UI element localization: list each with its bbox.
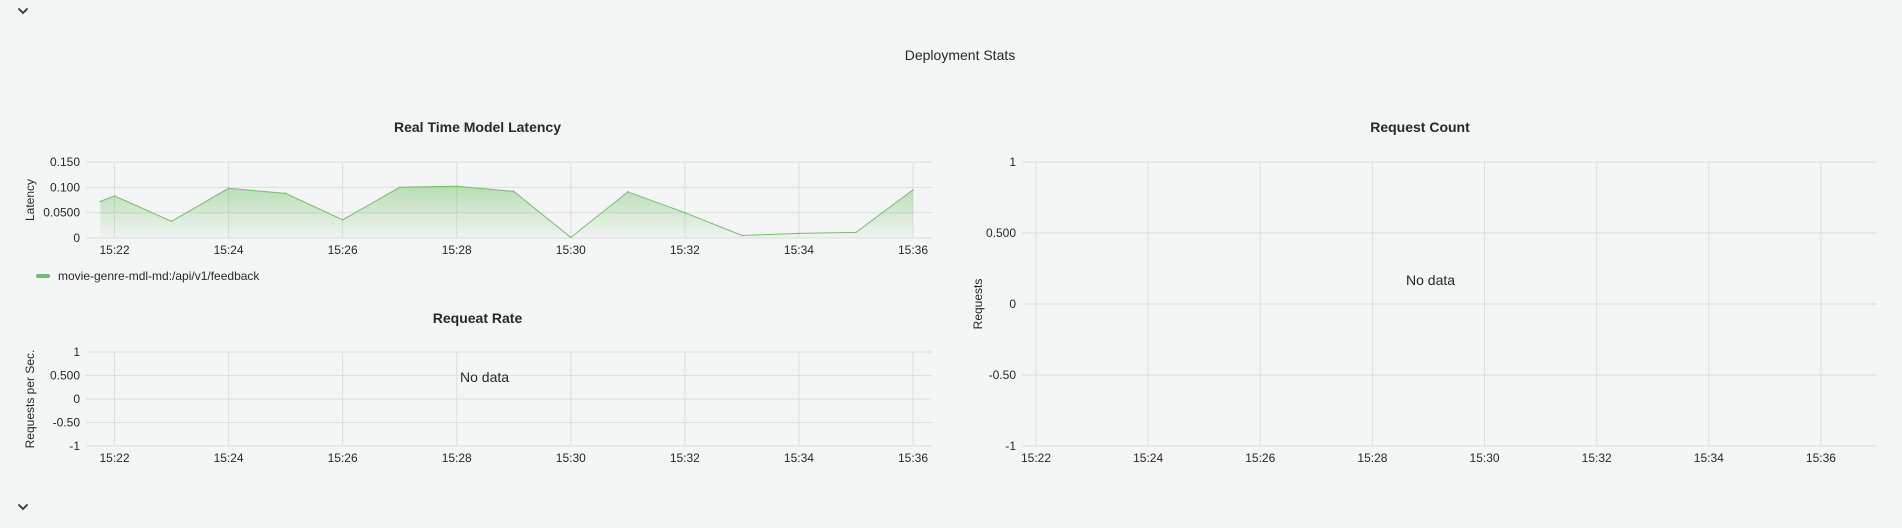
legend-item[interactable]: movie-genre-mdl-md:/api/v1/feedback: [36, 269, 259, 283]
data-point: [741, 234, 743, 237]
x-tick-label: 15:28: [1357, 451, 1387, 465]
y-tick-label: 0: [73, 231, 80, 245]
data-point: [170, 220, 173, 223]
x-tick-label: 15:30: [1470, 451, 1500, 465]
legend-label: movie-genre-mdl-md:/api/v1/feedback: [58, 269, 260, 283]
data-point: [99, 200, 102, 203]
legend-swatch: [36, 274, 50, 278]
y-tick-label: 0.500: [50, 369, 80, 383]
y-tick-label: -1: [1005, 439, 1016, 453]
y-tick-label: 0.100: [50, 180, 80, 194]
y-axis-label: Latency: [23, 179, 37, 221]
data-point: [855, 231, 857, 234]
x-tick-label: 15:30: [556, 451, 586, 465]
x-tick-label: 15:22: [100, 243, 130, 257]
count-panel: Request Count -1 -0.50 0 0.500 1 15:22 15:24 15…: [960, 115, 1880, 470]
count-chart: -1 -0.50 0 0.500 1 15:22 15:24 15:26 15:28 15:30 1…: [971, 155, 1877, 465]
data-point: [684, 211, 686, 214]
y-tick-label: 0.0500: [43, 206, 80, 220]
x-tick-label: 15:36: [1806, 451, 1836, 465]
x-tick-label: 15:34: [1694, 451, 1724, 465]
data-point: [627, 191, 629, 193]
y-axis-label: Requests: [971, 279, 985, 330]
data-point: [284, 192, 287, 195]
count-no-data: No data: [1406, 272, 1456, 288]
x-tick-label: 15:24: [214, 243, 244, 257]
x-tick-label: 15:32: [1582, 451, 1612, 465]
x-tick-label: 15:22: [1021, 451, 1051, 465]
y-tick-label: 0: [73, 392, 80, 406]
y-tick-label: 0: [1009, 297, 1016, 311]
data-point: [227, 187, 230, 190]
x-tick-label: 15:26: [328, 243, 358, 257]
y-tick-label: 0.500: [986, 226, 1016, 240]
data-point: [455, 185, 458, 188]
collapse-row-toggle-bottom[interactable]: [16, 500, 32, 516]
y-tick-label: -1: [69, 439, 80, 453]
latency-chart: 0 0.0500 0.100 0.150 15:22 15:24 15:26 15:28 15:…: [23, 155, 932, 257]
x-tick-label: 15:36: [898, 451, 928, 465]
series-line: [100, 185, 914, 239]
data-point: [341, 218, 344, 221]
latency-panel-title[interactable]: Real Time Model Latency: [393, 119, 561, 135]
rate-panel: Requeat Rate -1 -0.50 0 0.500 1 15:22 15:24 15:…: [20, 306, 935, 466]
x-tick-label: 15:28: [442, 451, 472, 465]
data-point: [398, 186, 401, 189]
data-point: [798, 232, 800, 235]
y-tick-label: 1: [1009, 155, 1016, 169]
data-point: [512, 190, 515, 193]
series-area: [100, 186, 914, 238]
x-tick-label: 15:30: [556, 243, 586, 257]
chevron-down-icon: [16, 500, 32, 514]
y-tick-label: -0.50: [53, 416, 81, 430]
x-tick-label: 15:28: [442, 243, 472, 257]
chevron-down-icon: [16, 4, 32, 18]
rate-no-data: No data: [460, 369, 510, 385]
x-tick-label: 15:22: [100, 451, 130, 465]
x-tick-label: 15:24: [214, 451, 244, 465]
y-axis-label: Requests per Sec.: [23, 350, 37, 449]
x-tick-label: 15:24: [1133, 451, 1163, 465]
x-tick-label: 15:36: [898, 243, 928, 257]
data-point: [113, 195, 116, 197]
data-point: [569, 236, 572, 239]
rate-panel-title[interactable]: Requeat Rate: [432, 310, 523, 326]
x-tick-label: 15:34: [784, 243, 814, 257]
y-tick-label: 1: [73, 345, 80, 359]
latency-panel: Real Time Model Latency 0 0.0500 0.100 0.15…: [20, 115, 935, 290]
x-tick-label: 15:34: [784, 451, 814, 465]
x-tick-label: 15:32: [670, 451, 700, 465]
x-tick-label: 15:26: [1245, 451, 1275, 465]
section-title: Deployment Stats: [904, 47, 1016, 63]
y-tick-label: 0.150: [50, 155, 80, 169]
x-tick-label: 15:26: [328, 451, 358, 465]
y-tick-label: -0.50: [989, 368, 1017, 382]
data-point: [912, 189, 914, 191]
x-tick-label: 15:32: [670, 243, 700, 257]
rate-chart: -1 -0.50 0 0.500 1 15:22 15:24 15:26 15:28 15:30 1…: [23, 345, 932, 465]
count-panel-title[interactable]: Request Count: [1370, 119, 1470, 135]
collapse-row-toggle-top[interactable]: [16, 4, 32, 20]
